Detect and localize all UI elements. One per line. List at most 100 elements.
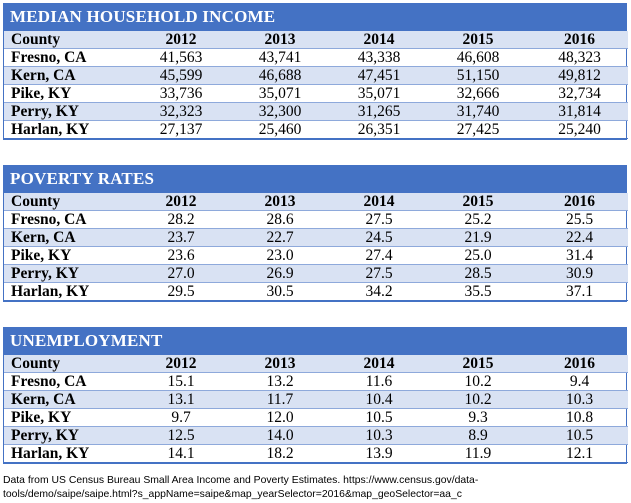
value-cell: 48,323 bbox=[524, 48, 628, 67]
table-row: Perry, KY 32,323 32,300 31,265 31,740 31,814 bbox=[4, 102, 628, 121]
value-cell: 9.4 bbox=[524, 372, 628, 391]
value-cell: 28.5 bbox=[425, 264, 524, 283]
value-cell: 30.5 bbox=[227, 282, 326, 301]
value-cell: 32,666 bbox=[425, 84, 524, 103]
value-cell: 37.1 bbox=[524, 282, 628, 301]
value-cell: 34.2 bbox=[326, 282, 425, 301]
value-cell: 14.1 bbox=[128, 444, 227, 463]
value-cell: 49,812 bbox=[524, 66, 628, 85]
value-cell: 12.1 bbox=[524, 444, 628, 463]
table-row: Kern, CA 13.1 11.7 10.4 10.2 10.3 bbox=[4, 390, 628, 409]
value-cell: 11.7 bbox=[227, 390, 326, 409]
table-row: Kern, CA 45,599 46,688 47,451 51,150 49,812 bbox=[4, 66, 628, 85]
source-line-2: tools/demo/saipe/saipe.html?s_appName=sa… bbox=[3, 489, 462, 500]
value-cell: 10.8 bbox=[524, 408, 628, 427]
value-cell: 25.0 bbox=[425, 246, 524, 265]
value-cell: 11.6 bbox=[326, 372, 425, 391]
value-cell: 27.0 bbox=[128, 264, 227, 283]
value-cell: 31.4 bbox=[524, 246, 628, 265]
column-header-year: 2015 bbox=[425, 355, 524, 373]
table-row: Fresno, CA 41,563 43,741 43,338 46,608 48,323 bbox=[4, 48, 628, 67]
value-cell: 13.2 bbox=[227, 372, 326, 391]
value-cell: 35,071 bbox=[326, 84, 425, 103]
value-cell: 8.9 bbox=[425, 426, 524, 445]
column-header-year: 2014 bbox=[326, 355, 425, 373]
value-cell: 27,137 bbox=[128, 120, 227, 139]
value-cell: 32,734 bbox=[524, 84, 628, 103]
column-header-county: County bbox=[4, 31, 128, 49]
value-cell: 25.5 bbox=[524, 210, 628, 229]
table-row: Pike, KY 9.7 12.0 10.5 9.3 10.8 bbox=[4, 408, 628, 427]
value-cell: 10.2 bbox=[425, 390, 524, 409]
table-row: Harlan, KY 14.1 18.2 13.9 11.9 12.1 bbox=[4, 444, 628, 463]
value-cell: 51,150 bbox=[425, 66, 524, 85]
value-cell: 25,460 bbox=[227, 120, 326, 139]
table-row: Harlan, KY 29.5 30.5 34.2 35.5 37.1 bbox=[4, 282, 628, 301]
value-cell: 22.4 bbox=[524, 228, 628, 247]
value-cell: 31,265 bbox=[326, 102, 425, 121]
value-cell: 23.7 bbox=[128, 228, 227, 247]
table-row: Perry, KY 12.5 14.0 10.3 8.9 10.5 bbox=[4, 426, 628, 445]
value-cell: 32,300 bbox=[227, 102, 326, 121]
county-name: Harlan, KY bbox=[4, 444, 128, 463]
value-cell: 30.9 bbox=[524, 264, 628, 283]
value-cell: 9.7 bbox=[128, 408, 227, 427]
value-cell: 10.4 bbox=[326, 390, 425, 409]
data-table: County 2012 2013 2014 2015 2016 Fresno, CA 41,5… bbox=[4, 31, 628, 139]
value-cell: 13.9 bbox=[326, 444, 425, 463]
county-name: Perry, KY bbox=[4, 426, 128, 445]
value-cell: 43,741 bbox=[227, 48, 326, 67]
value-cell: 10.3 bbox=[524, 390, 628, 409]
value-cell: 46,688 bbox=[227, 66, 326, 85]
column-header-year: 2013 bbox=[227, 193, 326, 211]
table-title: MEDIAN HOUSEHOLD INCOME bbox=[3, 3, 627, 31]
column-header-county: County bbox=[4, 355, 128, 373]
source-line-1: Data from US Census Bureau Small Area In… bbox=[3, 475, 479, 486]
value-cell: 43,338 bbox=[326, 48, 425, 67]
column-header-year: 2012 bbox=[128, 355, 227, 373]
table-row: Pike, KY 33,736 35,071 35,071 32,666 32,734 bbox=[4, 84, 628, 103]
value-cell: 12.5 bbox=[128, 426, 227, 445]
value-cell: 23.0 bbox=[227, 246, 326, 265]
column-header-year: 2016 bbox=[524, 193, 628, 211]
table-row: Kern, CA 23.7 22.7 24.5 21.9 22.4 bbox=[4, 228, 628, 247]
value-cell: 21.9 bbox=[425, 228, 524, 247]
value-cell: 27.4 bbox=[326, 246, 425, 265]
county-name: Pike, KY bbox=[4, 408, 128, 427]
column-header-year: 2016 bbox=[524, 355, 628, 373]
column-header-year: 2016 bbox=[524, 31, 628, 49]
table-row: Fresno, CA 15.1 13.2 11.6 10.2 9.4 bbox=[4, 372, 628, 391]
source-note: Data from US Census Bureau Small Area In… bbox=[3, 474, 628, 502]
table-row: Pike, KY 23.6 23.0 27.4 25.0 31.4 bbox=[4, 246, 628, 265]
value-cell: 29.5 bbox=[128, 282, 227, 301]
value-cell: 27.5 bbox=[326, 210, 425, 229]
column-header-year: 2014 bbox=[326, 31, 425, 49]
value-cell: 24.5 bbox=[326, 228, 425, 247]
table-row: Perry, KY 27.0 26.9 27.5 28.5 30.9 bbox=[4, 264, 628, 283]
column-header-county: County bbox=[4, 193, 128, 211]
value-cell: 23.6 bbox=[128, 246, 227, 265]
value-cell: 27.5 bbox=[326, 264, 425, 283]
county-name: Kern, CA bbox=[4, 66, 128, 85]
value-cell: 13.1 bbox=[128, 390, 227, 409]
value-cell: 26.9 bbox=[227, 264, 326, 283]
county-name: Fresno, CA bbox=[4, 48, 128, 67]
value-cell: 10.5 bbox=[524, 426, 628, 445]
value-cell: 27,425 bbox=[425, 120, 524, 139]
value-cell: 35.5 bbox=[425, 282, 524, 301]
county-name: Perry, KY bbox=[4, 102, 128, 121]
table-title: UNEMPLOYMENT bbox=[3, 327, 627, 355]
value-cell: 10.5 bbox=[326, 408, 425, 427]
value-cell: 28.6 bbox=[227, 210, 326, 229]
county-name: Perry, KY bbox=[4, 264, 128, 283]
value-cell: 45,599 bbox=[128, 66, 227, 85]
table-row: Harlan, KY 27,137 25,460 26,351 27,425 25,240 bbox=[4, 120, 628, 139]
value-cell: 31,814 bbox=[524, 102, 628, 121]
county-name: Harlan, KY bbox=[4, 120, 128, 139]
county-name: Fresno, CA bbox=[4, 372, 128, 391]
value-cell: 22.7 bbox=[227, 228, 326, 247]
value-cell: 47,451 bbox=[326, 66, 425, 85]
county-name: Kern, CA bbox=[4, 390, 128, 409]
value-cell: 32,323 bbox=[128, 102, 227, 121]
county-name: Harlan, KY bbox=[4, 282, 128, 301]
